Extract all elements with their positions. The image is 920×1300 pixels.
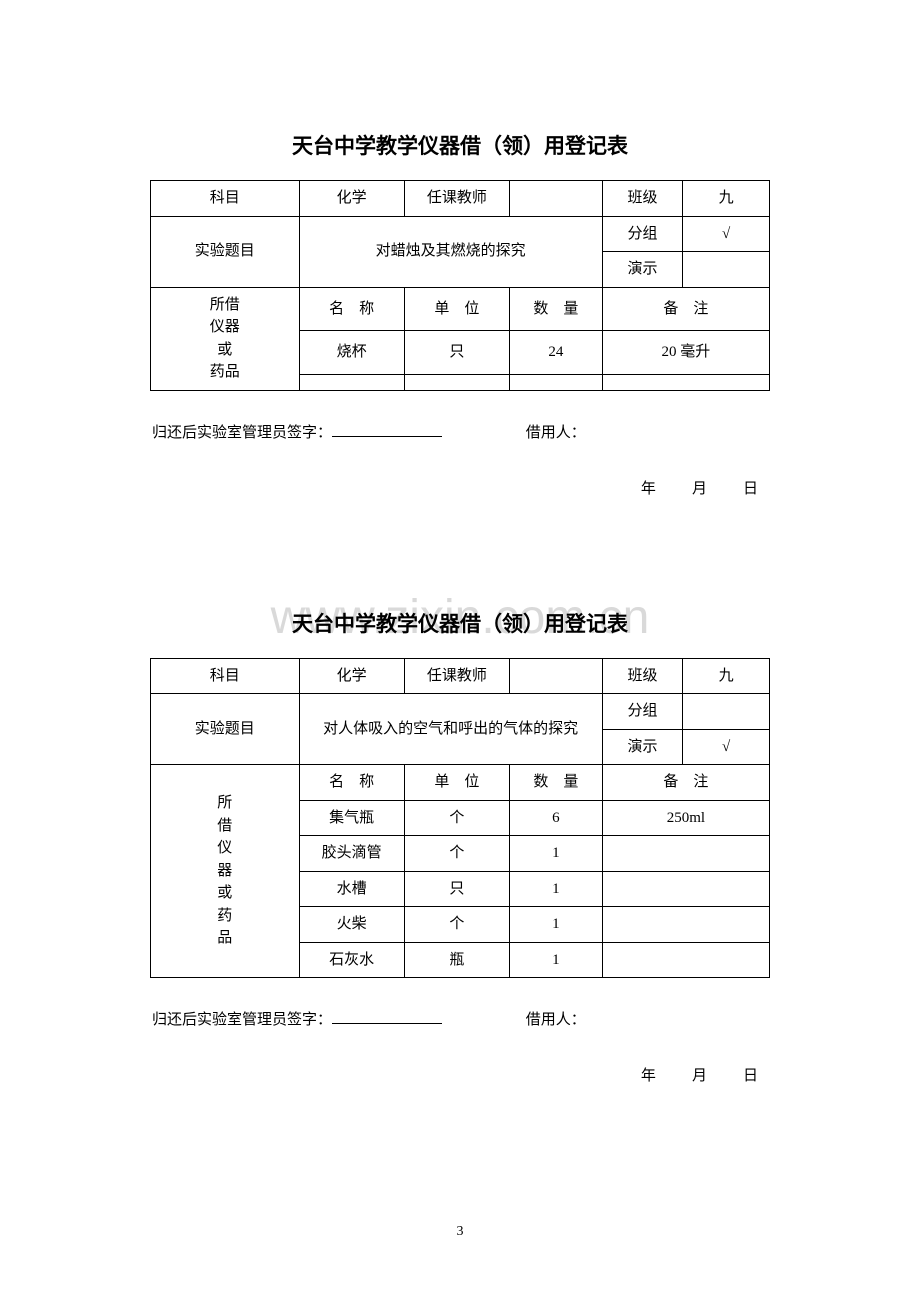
item-qty: [509, 374, 602, 390]
experiment-row-group: 实验题目 对蜡烛及其燃烧的探究 分组 √: [151, 216, 770, 252]
item-qty: 1: [509, 871, 602, 907]
item-name: 石灰水: [299, 942, 404, 978]
item-note: [602, 374, 769, 390]
col-qty: 数 量: [509, 765, 602, 801]
item-name: [299, 374, 404, 390]
items-side-label: 所借仪器或药品: [151, 287, 300, 390]
col-name: 名 称: [299, 765, 404, 801]
experiment-title: 对人体吸入的空气和呼出的气体的探究: [299, 694, 602, 765]
admin-sign-label: 归还后实验室管理员签字：: [152, 1008, 442, 1029]
item-qty: 1: [509, 942, 602, 978]
document-page: 天台中学教学仪器借（领）用登记表 科目 化学 任课教师 班级 九 实验题目 对蜡…: [0, 0, 920, 1085]
group-value: √: [683, 216, 770, 252]
subject-value: 化学: [299, 181, 404, 217]
teacher-label: 任课教师: [404, 181, 509, 217]
form-title: 天台中学教学仪器借（领）用登记表: [150, 608, 770, 638]
experiment-row-group: 实验题目 对人体吸入的空气和呼出的气体的探究 分组: [151, 694, 770, 730]
signature-line: 归还后实验室管理员签字： 借用人：: [150, 1008, 770, 1029]
borrower-label: 借用人：: [526, 421, 586, 442]
demo-value: [683, 252, 770, 288]
teacher-value: [509, 658, 602, 694]
teacher-value: [509, 181, 602, 217]
item-qty: 24: [509, 331, 602, 375]
item-note: [602, 871, 769, 907]
registration-table-1: 科目 化学 任课教师 班级 九 实验题目 对蜡烛及其燃烧的探究 分组 √ 演示 …: [150, 180, 770, 391]
subject-label: 科目: [151, 658, 300, 694]
date-line: 年 月 日: [150, 1064, 770, 1085]
item-unit: 个: [404, 907, 509, 943]
item-unit: 个: [404, 836, 509, 872]
item-name: 火柴: [299, 907, 404, 943]
teacher-label: 任课教师: [404, 658, 509, 694]
registration-form-2: 天台中学教学仪器借（领）用登记表 科目 化学 任课教师 班级 九 实验题目 对人…: [150, 608, 770, 1086]
items-header-row: 所借仪器或药品 名 称 单 位 数 量 备 注: [151, 765, 770, 801]
class-label: 班级: [602, 181, 682, 217]
experiment-label: 实验题目: [151, 216, 300, 287]
admin-sign-blank: [332, 1008, 442, 1024]
group-value: [683, 694, 770, 730]
item-qty: 6: [509, 800, 602, 836]
item-unit: 只: [404, 871, 509, 907]
class-label: 班级: [602, 658, 682, 694]
col-unit: 单 位: [404, 765, 509, 801]
items-side-label: 所借仪器或药品: [151, 765, 300, 978]
item-qty: 1: [509, 907, 602, 943]
item-name: 水槽: [299, 871, 404, 907]
header-row: 科目 化学 任课教师 班级 九: [151, 181, 770, 217]
admin-sign-label: 归还后实验室管理员签字：: [152, 421, 442, 442]
col-note: 备 注: [602, 287, 769, 331]
item-qty: 1: [509, 836, 602, 872]
experiment-label: 实验题目: [151, 694, 300, 765]
col-name: 名 称: [299, 287, 404, 331]
item-unit: 瓶: [404, 942, 509, 978]
admin-sign-blank: [332, 421, 442, 437]
date-line: 年 月 日: [150, 477, 770, 498]
item-unit: [404, 374, 509, 390]
items-header-row: 所借仪器或药品 名 称 单 位 数 量 备 注: [151, 287, 770, 331]
experiment-title: 对蜡烛及其燃烧的探究: [299, 216, 602, 287]
demo-label: 演示: [602, 252, 682, 288]
header-row: 科目 化学 任课教师 班级 九: [151, 658, 770, 694]
item-name: 集气瓶: [299, 800, 404, 836]
item-name: 烧杯: [299, 331, 404, 375]
registration-form-1: 天台中学教学仪器借（领）用登记表 科目 化学 任课教师 班级 九 实验题目 对蜡…: [150, 130, 770, 498]
group-label: 分组: [602, 216, 682, 252]
item-note: 250ml: [602, 800, 769, 836]
form-title: 天台中学教学仪器借（领）用登记表: [150, 130, 770, 160]
demo-label: 演示: [602, 729, 682, 765]
item-unit: 个: [404, 800, 509, 836]
demo-value: √: [683, 729, 770, 765]
item-note: [602, 907, 769, 943]
page-number: 3: [0, 1224, 920, 1240]
col-qty: 数 量: [509, 287, 602, 331]
item-name: 胶头滴管: [299, 836, 404, 872]
registration-table-2: 科目 化学 任课教师 班级 九 实验题目 对人体吸入的空气和呼出的气体的探究 分…: [150, 658, 770, 979]
group-label: 分组: [602, 694, 682, 730]
col-unit: 单 位: [404, 287, 509, 331]
item-note: [602, 836, 769, 872]
item-note: 20 毫升: [602, 331, 769, 375]
borrower-label: 借用人：: [526, 1008, 586, 1029]
class-value: 九: [683, 181, 770, 217]
col-note: 备 注: [602, 765, 769, 801]
subject-value: 化学: [299, 658, 404, 694]
item-unit: 只: [404, 331, 509, 375]
item-note: [602, 942, 769, 978]
class-value: 九: [683, 658, 770, 694]
signature-line: 归还后实验室管理员签字： 借用人：: [150, 421, 770, 442]
subject-label: 科目: [151, 181, 300, 217]
